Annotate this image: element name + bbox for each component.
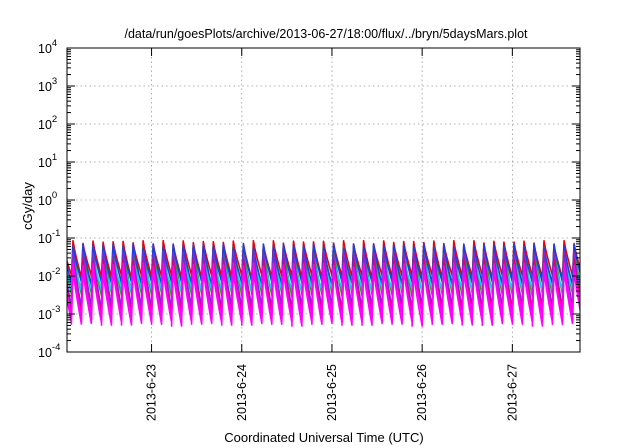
x-tick-label: 2013-6-27: [505, 364, 519, 421]
x-axis-label: Coordinated Universal Time (UTC): [224, 430, 423, 445]
x-tick-labels: 2013-6-23 2013-6-24 2013-6-25 2013-6-26 2013…: [145, 364, 520, 421]
y-tick-label: 101: [38, 152, 57, 170]
series-line: [67, 262, 580, 321]
y-tick-label: 10-2: [38, 266, 60, 284]
y-tick-label: 10-4: [38, 342, 60, 360]
series-line: [67, 250, 580, 311]
x-tick-label: 2013-6-25: [325, 364, 339, 421]
y-tick-label: 100: [38, 190, 57, 208]
series-line: [67, 243, 580, 287]
y-tick-label: 10-3: [38, 304, 60, 322]
y-tick-label: 103: [38, 76, 57, 94]
axis-ticks: [67, 47, 580, 353]
chart-title: /data/run/goesPlots/archive/2013-06-27/1…: [124, 27, 528, 41]
x-tick-label: 2013-6-26: [415, 364, 429, 421]
y-tick-label: 102: [38, 114, 57, 132]
x-tick-label: 2013-6-23: [145, 364, 159, 421]
y-tick-labels: 10-4 10-3 10-2 10-1 100 101 102 103 104: [38, 38, 60, 360]
series-layer: [67, 239, 580, 327]
y-axis-label: cGy/day: [20, 182, 35, 230]
y-tick-label: 104: [38, 38, 57, 56]
y-tick-label: 10-1: [38, 228, 60, 246]
series-line: [67, 239, 580, 280]
x-tick-label: 2013-6-24: [235, 364, 249, 421]
